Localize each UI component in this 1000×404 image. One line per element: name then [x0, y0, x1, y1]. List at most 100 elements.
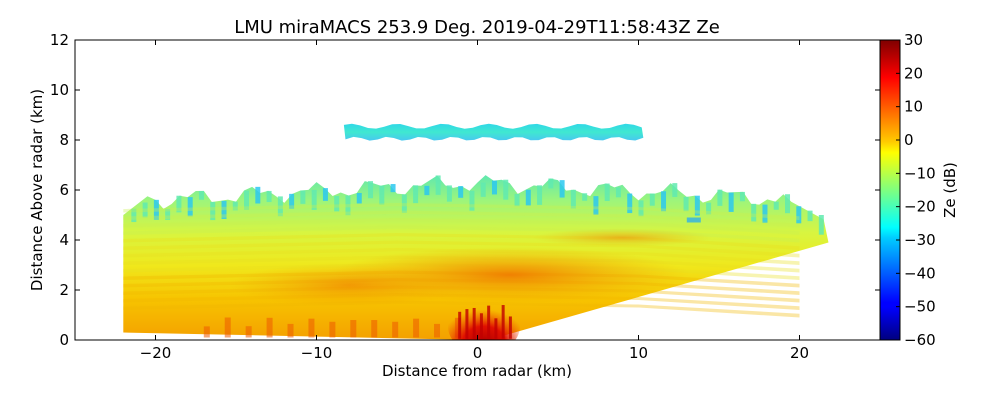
cloud-top-speckle — [221, 200, 227, 219]
colorbar-label: Ze (dB) — [941, 162, 959, 218]
cloud-top-speckle — [266, 190, 272, 203]
cloud-top-speckle — [548, 178, 554, 189]
surface-streak — [308, 318, 315, 338]
cloud-top-speckle — [311, 189, 317, 210]
cloud-top-speckle — [379, 185, 385, 205]
cloud-top-speckle — [582, 193, 588, 201]
cloud-top-speckle — [796, 206, 802, 224]
surface-streak — [245, 326, 252, 338]
y-tick-label: 4 — [59, 231, 69, 249]
precipitation-streak — [465, 309, 469, 339]
cloud-top-speckle — [480, 182, 486, 197]
echo-band — [123, 300, 800, 318]
x-tick-label: 20 — [790, 344, 809, 362]
colorbar-tick-label: 10 — [904, 98, 923, 116]
cloud-top-speckle — [570, 189, 576, 209]
surface-streak — [287, 323, 294, 338]
x-tick-label: 0 — [473, 344, 483, 362]
cloud-top-speckle — [345, 195, 351, 216]
cloud-top-speckle — [165, 208, 171, 220]
cloud-top-speckle — [334, 196, 340, 212]
x-axis-label: Distance from radar (km) — [382, 362, 572, 380]
cloud-top-speckle — [537, 185, 543, 205]
surface-streak — [224, 317, 231, 338]
cloud-top-speckle — [739, 191, 745, 202]
cloud-top-speckle — [706, 202, 712, 215]
cloud-top-speckle — [187, 197, 193, 217]
x-tick-label: −20 — [140, 344, 172, 362]
cloud-top-speckle — [469, 190, 475, 211]
y-tick-label: 2 — [59, 281, 69, 299]
surface-streak — [203, 326, 210, 338]
cloud-top-speckle — [514, 193, 520, 207]
chart-title: LMU miraMACS 253.9 Deg. 2019-04-29T11:58… — [234, 17, 720, 38]
cloud-top-speckle — [153, 199, 159, 220]
plot-area — [123, 123, 829, 340]
precipitation-streak — [458, 311, 462, 339]
cloud-top-speckle — [694, 195, 700, 216]
cloud-top-speckle — [717, 189, 723, 206]
colorbar-tick-label: −10 — [904, 164, 936, 182]
cloud-top-speckle — [300, 190, 306, 204]
cloud-top-speckle — [672, 183, 678, 197]
enhanced-echo-zone — [228, 263, 469, 307]
cloud-top-speckle — [785, 194, 791, 214]
surface-streak — [434, 323, 441, 338]
cloud-top-speckle — [446, 185, 452, 202]
cloud-top-speckle — [661, 191, 667, 212]
y-tick-label: 0 — [59, 331, 69, 349]
colorbar-tick-label: −40 — [904, 264, 936, 282]
y-tick-label: 6 — [59, 181, 69, 199]
surface-streak — [413, 318, 420, 338]
y-axis-label: Distance Above radar (km) — [28, 89, 46, 291]
cloud-top-speckle — [368, 181, 374, 199]
surface-streak — [266, 317, 273, 338]
cloud-top-speckle — [818, 215, 824, 235]
cloud-top-speckle — [593, 196, 599, 215]
cloud-top-speckle — [638, 200, 644, 217]
cloud-top-speckle — [176, 195, 182, 213]
y-tick-label: 10 — [50, 81, 69, 99]
cloud-top-speckle — [525, 189, 531, 206]
echo-band — [123, 210, 800, 228]
cloud-top-speckle — [142, 202, 148, 218]
cloud-top-speckle — [356, 192, 362, 204]
cloud-top-speckle — [615, 187, 621, 198]
cloud-top-speckle — [491, 180, 497, 195]
cloud-top-speckle — [559, 180, 565, 198]
colorbar-tick-label: 0 — [904, 131, 914, 149]
y-tick-label: 8 — [59, 131, 69, 149]
surface-streak — [392, 321, 399, 338]
cloud-top-speckle — [503, 179, 509, 200]
cloud-top-speckle — [413, 185, 419, 204]
colorbar-tick-label: 30 — [904, 31, 923, 49]
cloud-top-speckle — [435, 175, 441, 195]
colorbar-ticks: 30 20 10 0 −10 −20 −30 −40 −50 −60 — [896, 31, 936, 349]
precipitation-streak — [508, 316, 512, 339]
cloud-top-speckle — [773, 201, 779, 210]
cloud-top-speckle — [210, 201, 216, 221]
colorbar — [879, 39, 901, 341]
surface-streak — [329, 321, 336, 338]
y-axis: 0 2 4 6 8 10 12 — [50, 31, 880, 349]
cloud-top-speckle — [255, 186, 261, 204]
cloud-top-speckle — [277, 196, 283, 217]
precipitation-streak — [501, 305, 505, 339]
cloud-top-speckle — [627, 193, 633, 214]
echo-patch — [686, 217, 701, 223]
upper-cloud-layer — [343, 123, 644, 141]
surface-streak — [350, 320, 357, 338]
precipitation-streak — [479, 313, 483, 339]
colorbar-tick-label: −50 — [904, 298, 936, 316]
cloud-top-speckle — [289, 193, 295, 209]
precipitation-streak — [487, 305, 491, 339]
cloud-top-speckle — [728, 192, 734, 212]
x-tick-label: −10 — [301, 344, 333, 362]
cloud-top-speckle — [762, 204, 768, 224]
cloud-top-speckle — [131, 208, 137, 223]
precipitation-streak — [472, 307, 476, 339]
cloud-top-speckle — [198, 191, 204, 200]
cloud-top-speckle — [807, 210, 813, 222]
precipitation-streak — [494, 318, 498, 339]
